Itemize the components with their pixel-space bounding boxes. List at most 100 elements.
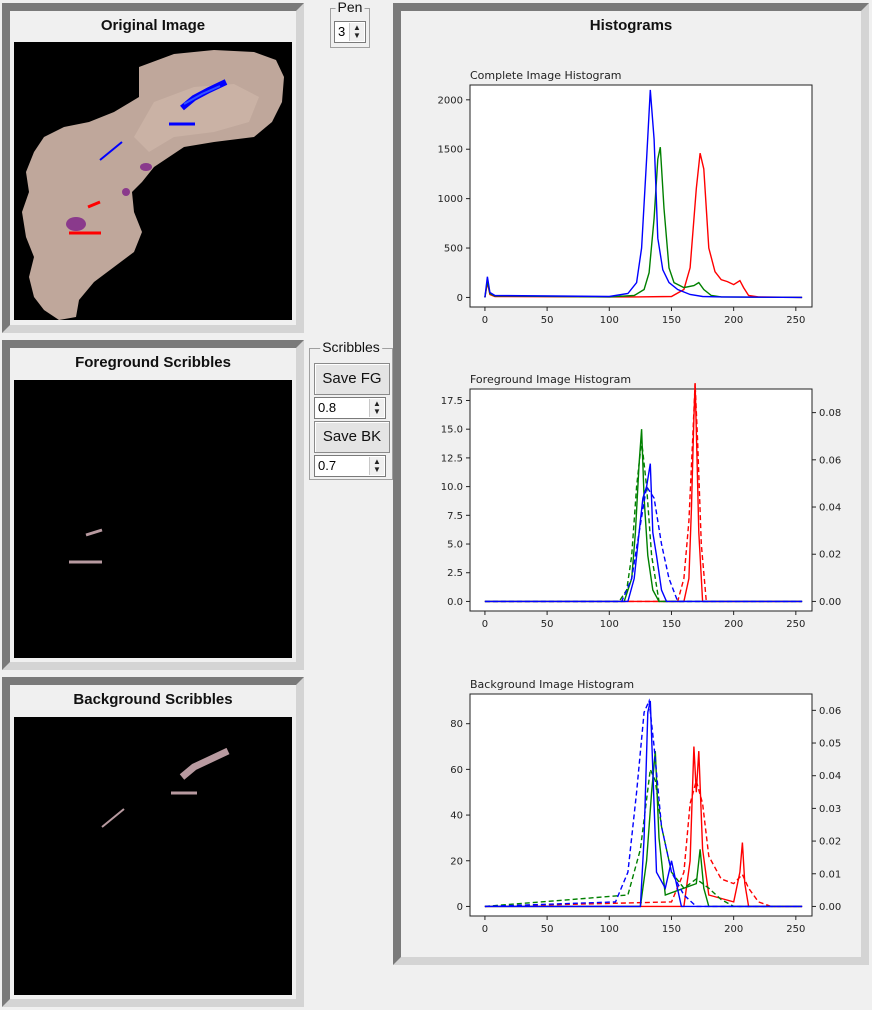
x-tick-label: 250 (786, 924, 805, 935)
spin-arrows-icon[interactable]: ▲ ▼ (369, 399, 384, 417)
y-tick-label: 12.5 (441, 453, 463, 464)
pen-size-spinbox[interactable]: 3 ▲ ▼ (334, 21, 366, 43)
series-line-green-solid (484, 751, 803, 908)
fg-scribble (85, 528, 103, 537)
y-tick-label: 15.0 (441, 425, 463, 436)
y-tick-label: 7.5 (447, 511, 463, 522)
bk-threshold-value: 0.7 (318, 458, 337, 473)
y-tick-label: 0 (457, 902, 463, 913)
y-tick-label: 40 (450, 811, 463, 822)
y-tick-label: 0.0 (447, 597, 463, 608)
fg-threshold-value: 0.8 (318, 400, 337, 415)
nucleus-stain (140, 163, 152, 171)
x-tick-label: 250 (786, 619, 805, 630)
x-tick-label: 0 (482, 315, 488, 326)
save-bk-button[interactable]: Save BK (314, 421, 390, 453)
y2-tick-label: 0.02 (819, 837, 841, 848)
y-tick-label: 5.0 (447, 540, 463, 551)
y-tick-label: 80 (450, 719, 463, 730)
x-tick-label: 150 (662, 619, 681, 630)
chart-title: Complete Image Histogram (470, 69, 622, 82)
x-tick-label: 200 (724, 315, 743, 326)
x-tick-label: 250 (786, 315, 805, 326)
y2-tick-label: 0.00 (819, 597, 841, 608)
y-tick-label: 0 (457, 293, 463, 304)
x-tick-label: 200 (724, 619, 743, 630)
histogram-chart-2: Foreground Image Histogram 0 50 100 150 200 25… (441, 373, 842, 630)
scribbles-label: Scribbles (320, 339, 382, 355)
bg-scribble-mark (99, 141, 123, 161)
series-line-green-dashed (484, 766, 803, 908)
cell-highlight (134, 84, 259, 152)
x-tick-label: 200 (724, 924, 743, 935)
histograms-panel: Histograms Complete Image Histogram 0 50 10… (393, 3, 869, 965)
x-tick-label: 50 (541, 924, 554, 935)
nucleus-stain (66, 217, 86, 231)
y-tick-label: 20 (450, 856, 463, 867)
background-scribbles-panel: Background Scribbles (2, 677, 304, 1007)
x-tick-label: 50 (541, 315, 554, 326)
scribbles-groupbox: Scribbles Save FG 0.8 ▲ ▼ Save BK 0.7 ▲ ▼ (309, 339, 393, 480)
x-tick-label: 0 (482, 924, 488, 935)
y2-tick-label: 0.05 (819, 739, 841, 750)
spin-arrows-icon[interactable]: ▲ ▼ (369, 457, 384, 475)
pen-size-value: 3 (338, 24, 346, 39)
original-image-panel: Original Image (2, 3, 304, 333)
y2-tick-label: 0.01 (819, 869, 841, 880)
y-tick-label: 1000 (438, 194, 463, 205)
y2-tick-label: 0.04 (819, 771, 841, 782)
bg-scribble (179, 747, 230, 780)
fg-threshold-spinbox[interactable]: 0.8 ▲ ▼ (314, 397, 386, 419)
original-image-canvas[interactable] (14, 42, 292, 320)
y2-tick-label: 0.02 (819, 550, 841, 561)
y2-tick-label: 0.00 (819, 902, 841, 913)
bg-scribble-mark (183, 85, 221, 105)
foreground-scribbles-panel: Foreground Scribbles (2, 340, 304, 670)
pen-groupbox: Pen 3 ▲ ▼ (330, 0, 370, 48)
original-image-svg (22, 50, 284, 320)
plot-area (469, 693, 813, 917)
series-line-red-dashed (484, 778, 803, 908)
histograms-title: Histograms (589, 17, 673, 34)
spin-arrows-icon[interactable]: ▲ ▼ (349, 23, 364, 41)
fg-scribble-mark (87, 200, 101, 209)
y2-tick-label: 0.06 (819, 706, 841, 717)
x-tick-label: 150 (662, 924, 681, 935)
chart-title: Foreground Image Histogram (470, 373, 631, 386)
bk-threshold-spinbox[interactable]: 0.7 ▲ ▼ (314, 455, 386, 477)
series-line-blue-solid (484, 89, 803, 299)
y2-tick-label: 0.06 (819, 455, 841, 466)
series-line-red-solid (484, 746, 803, 908)
series-line-red-dashed (484, 383, 803, 603)
y-tick-label: 60 (450, 765, 463, 776)
bg-scribble (101, 808, 125, 828)
x-tick-label: 100 (600, 924, 619, 935)
save-fg-button[interactable]: Save FG (314, 363, 390, 395)
foreground-scribbles-canvas[interactable] (14, 380, 292, 658)
series-line-blue-solid (484, 463, 803, 603)
plot-area (469, 388, 813, 612)
x-tick-label: 150 (662, 315, 681, 326)
y-tick-label: 10.0 (441, 482, 463, 493)
y-tick-label: 2000 (438, 95, 463, 106)
y2-tick-label: 0.03 (819, 804, 841, 815)
y-tick-label: 17.5 (441, 396, 463, 407)
background-scribbles-title: Background Scribbles (73, 691, 233, 708)
y-tick-label: 500 (444, 244, 463, 255)
histogram-chart-1: Complete Image Histogram 0 50 100 150 200 250 0… (438, 69, 813, 326)
background-scribbles-canvas[interactable] (14, 717, 292, 995)
series-line-blue-dashed (484, 698, 803, 908)
series-line-green-dashed (484, 440, 803, 603)
series-line-green-solid (484, 429, 803, 603)
pen-label: Pen (335, 0, 365, 15)
chart-title: Background Image Histogram (470, 678, 634, 691)
x-tick-label: 50 (541, 619, 554, 630)
x-tick-label: 100 (600, 619, 619, 630)
y2-tick-label: 0.04 (819, 503, 841, 514)
series-line-blue-solid (484, 700, 803, 908)
y2-tick-label: 0.08 (819, 408, 841, 419)
y-tick-label: 1500 (438, 145, 463, 156)
x-tick-label: 0 (482, 619, 488, 630)
